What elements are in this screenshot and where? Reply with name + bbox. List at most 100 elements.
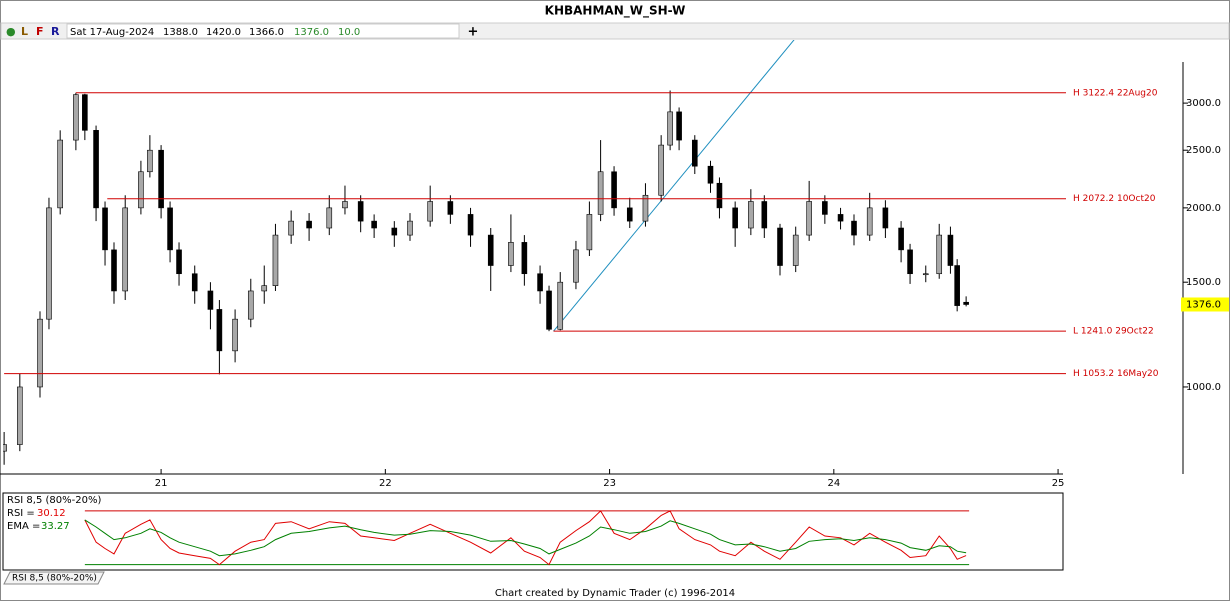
candle-body <box>642 194 649 222</box>
candle-body <box>357 201 364 222</box>
candle-body <box>391 227 398 236</box>
x-tick-label: 23 <box>603 478 616 489</box>
rsi-value: 30.12 <box>37 508 66 519</box>
candle-body <box>232 318 238 352</box>
candle-body <box>658 144 664 196</box>
candle-body <box>111 249 117 292</box>
rsi-line <box>84 510 967 566</box>
last-price-label: 1376.0 <box>1186 299 1221 310</box>
candle-body <box>748 201 754 229</box>
candle-body <box>667 111 673 146</box>
candle-body <box>947 234 954 266</box>
candle-body <box>537 273 543 292</box>
candle-body <box>851 220 857 236</box>
candle-body <box>626 207 633 222</box>
rsi-line <box>84 519 967 557</box>
candle-body <box>191 273 198 292</box>
candle-body <box>407 220 413 236</box>
last-price-box <box>1181 297 1229 312</box>
candle-body <box>676 111 682 141</box>
rsi-plot <box>84 510 970 566</box>
indicator: R <box>51 25 60 38</box>
header-open: 1388.0 <box>163 27 198 38</box>
trendline <box>553 40 795 332</box>
candle-body <box>342 201 348 209</box>
candle-body <box>158 149 164 209</box>
candle-body <box>3 444 7 452</box>
candle-body <box>82 94 88 131</box>
candle-body <box>427 201 433 222</box>
candle-body <box>611 171 617 209</box>
candle-body <box>288 220 294 236</box>
rsi-label: RSI = <box>7 508 35 519</box>
indicator: F <box>36 25 44 38</box>
candle-body <box>216 309 223 352</box>
x-tick-label: 22 <box>379 478 392 489</box>
candle-body <box>467 214 474 236</box>
candle-body <box>573 249 579 283</box>
indicator: ● <box>6 25 16 38</box>
candle-body <box>777 227 783 266</box>
candle-body <box>792 234 799 266</box>
level-label: H 1053.2 16May20 <box>1073 369 1159 379</box>
candle-body <box>907 249 913 275</box>
rsi-tab[interactable] <box>3 571 105 585</box>
header-date: Sat 17-Aug-2024 <box>70 27 154 38</box>
candle-body <box>306 220 312 229</box>
candle-body <box>261 285 268 292</box>
candle-body <box>487 234 494 266</box>
candle-body <box>57 139 63 209</box>
level-label: L 1241.0 29Oct22 <box>1073 327 1154 337</box>
candle-body <box>147 149 153 173</box>
candle-body <box>557 281 564 330</box>
candle-body <box>707 165 714 184</box>
x-tick-label: 25 <box>1052 478 1065 489</box>
candle-body <box>17 386 23 445</box>
rsi-panel <box>2 492 1064 571</box>
candle-body <box>922 273 929 276</box>
candle-body <box>207 290 214 310</box>
header-low: 1366.0 <box>249 27 284 38</box>
chart-title: KHBAHMAN_W_SH-W <box>545 4 686 19</box>
candle-body <box>898 227 904 251</box>
rsi-title: RSI 8,5 (80%-20%) <box>7 495 101 506</box>
level-label: H 3122.4 22Aug20 <box>1073 88 1158 98</box>
candle-body <box>822 201 828 215</box>
candle-body <box>176 249 182 275</box>
header-volume: 10.0 <box>338 27 360 38</box>
candle-body <box>326 207 333 229</box>
candle-body <box>546 290 552 330</box>
header-field <box>66 23 460 39</box>
add-button[interactable]: + <box>468 25 479 40</box>
candle-body <box>732 207 738 229</box>
candle-body <box>122 207 129 292</box>
x-tick-label: 24 <box>827 478 840 489</box>
y-tick-label: 2000.0 <box>1186 203 1221 214</box>
candle-body <box>521 242 528 275</box>
candle-body <box>761 201 768 229</box>
candle-body <box>102 207 108 251</box>
candle-body <box>272 234 279 286</box>
candle-body <box>866 207 873 236</box>
y-tick-label: 1500.0 <box>1186 277 1221 288</box>
candle-body <box>936 234 943 275</box>
candle-body <box>508 242 514 266</box>
ema-value: 33.27 <box>41 521 70 532</box>
footer: Chart created by Dynamic Trader (c) 1996… <box>495 588 735 599</box>
plot <box>3 40 969 465</box>
candle-body <box>447 201 454 215</box>
y-tick-label: 1000.0 <box>1186 382 1221 393</box>
candle-body <box>37 318 43 388</box>
candle-body <box>691 139 698 167</box>
ema-label: EMA = <box>7 521 40 532</box>
header-high: 1420.0 <box>206 27 241 38</box>
candle-body <box>954 265 960 306</box>
candle-body <box>167 207 173 251</box>
candle-body <box>806 201 812 236</box>
candle-body <box>73 94 79 141</box>
candle-body <box>963 301 969 305</box>
indicator: L <box>21 25 28 38</box>
